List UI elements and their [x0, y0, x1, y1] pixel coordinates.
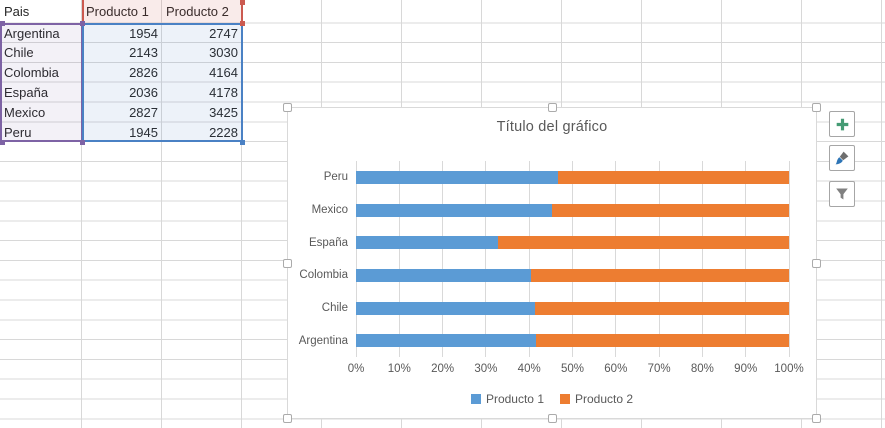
- range-handle[interactable]: [240, 0, 245, 5]
- plus-icon: [835, 117, 850, 132]
- value-cell[interactable]: 4164: [209, 65, 238, 81]
- legend-swatch: [470, 394, 481, 404]
- category-label[interactable]: Colombia: [299, 269, 348, 282]
- plot-gridline: [745, 161, 747, 357]
- value-cell[interactable]: 2747: [209, 25, 238, 41]
- range-handle[interactable]: [80, 21, 85, 26]
- category-label[interactable]: Argentina: [298, 334, 348, 347]
- value-cell[interactable]: 4178: [209, 85, 238, 101]
- segment-producto-2[interactable]: [535, 334, 789, 348]
- country-cell[interactable]: Peru: [4, 124, 32, 140]
- chart-resize-handle[interactable]: [548, 103, 557, 112]
- plot-area: 0% 10% 20% 30% 40% 50% 60% 70% 80% 90% 100%: [348, 161, 804, 375]
- category-label[interactable]: Mexico: [311, 204, 348, 216]
- segment-producto-2[interactable]: [557, 170, 789, 184]
- segment-producto-2[interactable]: [535, 301, 789, 315]
- chart-resize-handle[interactable]: [812, 414, 821, 423]
- bar-peru[interactable]: [356, 170, 789, 184]
- plot-gridline: [788, 161, 790, 357]
- plot-gridline: [528, 161, 530, 357]
- value-cell[interactable]: 2827: [129, 104, 158, 120]
- segment-producto-1[interactable]: [356, 170, 558, 184]
- value-cell[interactable]: 2036: [129, 85, 158, 101]
- value-cell[interactable]: 2143: [129, 45, 158, 61]
- chart-elements-button[interactable]: [829, 111, 855, 137]
- country-cell[interactable]: España: [4, 85, 49, 101]
- segment-producto-1[interactable]: [356, 301, 536, 315]
- range-handle[interactable]: [80, 140, 85, 145]
- bar-argentina[interactable]: [356, 334, 789, 348]
- chart-resize-handle[interactable]: [283, 103, 292, 112]
- x-axis-tick-label[interactable]: 80%: [690, 363, 714, 375]
- chart-legend[interactable]: Producto 1 Producto 2: [288, 392, 816, 406]
- range-handle[interactable]: [240, 140, 245, 145]
- brush-icon: [834, 150, 850, 166]
- range-handle[interactable]: [240, 21, 245, 26]
- category-label[interactable]: Chile: [321, 302, 348, 314]
- plot-gridline: [572, 161, 573, 357]
- country-cell[interactable]: Mexico: [4, 104, 46, 120]
- header-cell[interactable]: Producto 1: [86, 4, 149, 20]
- x-axis-tick-label[interactable]: 30%: [474, 363, 498, 375]
- value-cell[interactable]: 1945: [129, 124, 158, 140]
- x-axis-tick-label[interactable]: 50%: [560, 363, 585, 375]
- category-label[interactable]: España: [308, 236, 348, 249]
- segment-producto-1[interactable]: [356, 236, 498, 250]
- legend-label: Producto 2: [575, 392, 634, 406]
- filter-funnel-icon: [834, 186, 850, 202]
- chart-resize-handle[interactable]: [812, 259, 821, 268]
- value-cell[interactable]: 2228: [209, 124, 238, 140]
- category-label[interactable]: Peru: [323, 171, 348, 184]
- header-cell[interactable]: Pais: [4, 4, 30, 20]
- plot-gridline: [442, 161, 444, 357]
- x-axis-tick-label[interactable]: 70%: [647, 363, 671, 375]
- plot-gridline: [398, 161, 400, 357]
- segment-producto-1[interactable]: [356, 334, 536, 348]
- x-axis-tick-label[interactable]: 100%: [774, 363, 804, 375]
- plot-gridline: [615, 161, 617, 357]
- chart-resize-handle[interactable]: [283, 259, 292, 268]
- chart-resize-handle[interactable]: [548, 414, 557, 423]
- value-cell[interactable]: 1954: [129, 25, 158, 41]
- country-cell[interactable]: Argentina: [4, 25, 60, 41]
- country-cell[interactable]: Colombia: [4, 65, 59, 81]
- x-axis-tick-label[interactable]: 40%: [517, 363, 541, 375]
- plot-gridline: [701, 161, 703, 357]
- legend-entry[interactable]: Producto 2: [560, 392, 633, 406]
- bar-chile[interactable]: [356, 301, 789, 315]
- chart-filters-button[interactable]: [829, 181, 855, 207]
- header-cell[interactable]: Producto 2: [166, 4, 229, 20]
- bar-colombia[interactable]: [356, 268, 789, 282]
- x-axis-tick-label[interactable]: 60%: [604, 363, 628, 375]
- plot-gridline: [485, 161, 487, 357]
- x-axis-tick-label[interactable]: 90%: [734, 363, 758, 375]
- segment-producto-1[interactable]: [356, 268, 532, 282]
- segment-producto-2[interactable]: [497, 236, 789, 250]
- chart-object[interactable]: Título del gráfico 0% 10% 20% 30% 40% 50% 60% 7…: [283, 103, 821, 423]
- chart-resize-handle[interactable]: [812, 103, 821, 112]
- bar-mexico[interactable]: [356, 203, 789, 217]
- segment-producto-2[interactable]: [531, 268, 789, 282]
- x-axis-tick-label[interactable]: 0%: [347, 363, 365, 375]
- value-cell[interactable]: 3425: [209, 104, 238, 120]
- country-cell[interactable]: Chile: [4, 45, 34, 61]
- plot-gridline: [658, 161, 660, 357]
- plot-gridline: [355, 161, 357, 357]
- segment-producto-2[interactable]: [551, 203, 789, 217]
- bar-españa[interactable]: [356, 236, 789, 250]
- value-cell[interactable]: 3030: [209, 45, 238, 61]
- legend-swatch: [560, 394, 570, 404]
- legend-label: Producto 1: [485, 392, 544, 406]
- range-handle[interactable]: [0, 21, 5, 26]
- legend-entry[interactable]: Producto 1: [470, 392, 544, 406]
- chart-styles-button[interactable]: [829, 145, 855, 171]
- chart-resize-handle[interactable]: [283, 414, 292, 423]
- x-axis-tick-label[interactable]: 20%: [431, 363, 455, 375]
- chart-title[interactable]: Título del gráfico: [496, 119, 608, 135]
- value-cell[interactable]: 2826: [129, 65, 158, 81]
- range-handle[interactable]: [0, 140, 5, 145]
- x-axis-tick-label[interactable]: 10%: [387, 363, 411, 375]
- segment-producto-1[interactable]: [356, 203, 552, 217]
